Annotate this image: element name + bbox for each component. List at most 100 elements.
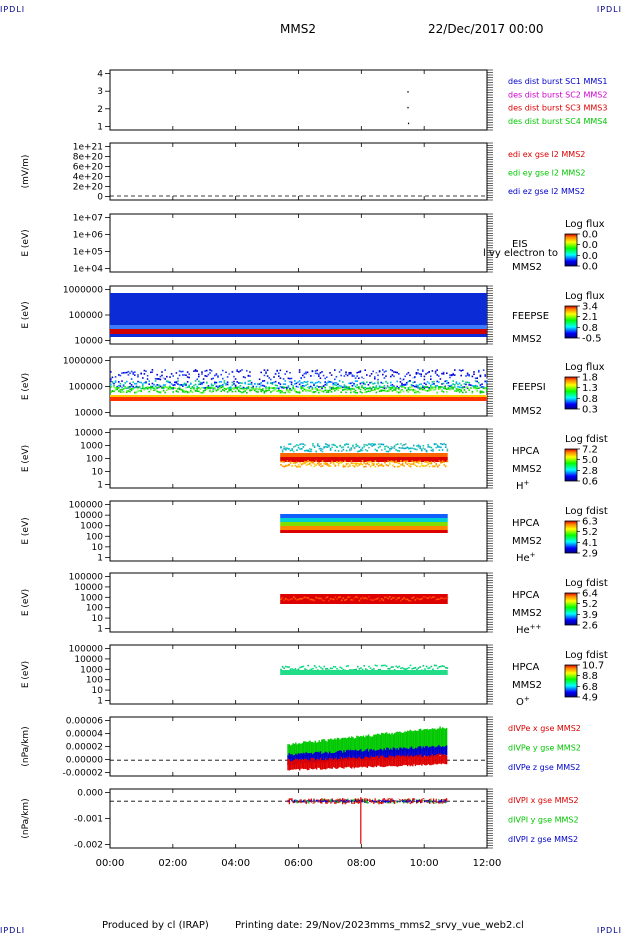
spectrogram-pixel <box>130 385 133 388</box>
spectrogram-pixel <box>263 380 266 382</box>
spectrogram-pixel <box>177 391 179 393</box>
spectrogram-pixel <box>114 389 117 391</box>
spectrogram-pixel <box>292 596 295 598</box>
spectrogram-pixel <box>127 386 130 388</box>
spectrogram-pixel <box>377 382 379 385</box>
spectrogram-pixel <box>366 444 369 447</box>
spectrogram-pixel <box>355 464 357 466</box>
spectrogram-pixel <box>332 382 334 385</box>
spectrogram-pixel <box>281 450 284 453</box>
spectrogram-pixel <box>311 391 314 394</box>
spectrogram-pixel <box>132 373 134 375</box>
spectrogram-pixel <box>473 373 475 376</box>
spectrogram-pixel <box>380 449 383 451</box>
spectrogram-pixel <box>385 390 387 393</box>
spectrogram-pixel <box>164 391 166 394</box>
spectrogram-pixel <box>443 665 445 668</box>
spectrogram-pixel <box>368 443 370 445</box>
spectrogram-pixel <box>346 377 349 380</box>
spectrogram-pixel <box>164 384 166 386</box>
spectrogram-pixel <box>356 665 359 668</box>
spectrogram-pixel <box>390 448 393 450</box>
spectrogram-pixel <box>441 461 444 463</box>
panel-minor-ticks-hpca_o <box>487 644 493 705</box>
spectrogram-pixel <box>262 389 264 392</box>
spectrogram-pixel <box>454 390 456 392</box>
spectrogram-pixel <box>345 449 348 452</box>
spectrogram-pixel <box>385 375 387 377</box>
spectrogram-pixel <box>348 373 350 375</box>
spectrogram-pixel <box>343 378 346 380</box>
spectrogram-pixel <box>129 390 131 393</box>
spectrogram-pixel <box>345 371 347 374</box>
spectrogram-pixel <box>433 389 435 391</box>
spectrogram-pixel <box>294 388 296 390</box>
spectrogram-pixel <box>299 461 301 464</box>
spectrogram-pixel <box>432 668 434 671</box>
spectrogram-pixel <box>351 387 354 390</box>
spectrogram-pixel <box>300 463 303 466</box>
spectrogram-pixel <box>481 391 483 394</box>
spectrogram-pixel <box>127 370 130 373</box>
spectrogram-pixel <box>122 371 125 374</box>
y-axis-label-divpi: (nPa/km) <box>21 798 31 838</box>
spectrogram-pixel <box>368 463 370 466</box>
spectrogram-pixel <box>316 381 318 384</box>
colorbar-tick-label-feepse: -0.5 <box>582 334 602 345</box>
ion-species-label-hpca_o: O+ <box>516 695 530 708</box>
spectrogram-pixel <box>145 381 147 383</box>
feepse-band-low <box>110 329 487 334</box>
spectrogram-pixel <box>458 391 461 393</box>
spectrogram-pixel <box>394 389 397 391</box>
spectrogram-pixel <box>358 377 360 380</box>
y-tick-label-hpca_hepp: 10 <box>92 614 104 624</box>
spectrogram-pixel <box>331 446 333 449</box>
spectrogram-pixel <box>404 462 407 464</box>
panel-minor-ticks-eis <box>487 213 493 273</box>
spectrogram-pixel <box>113 374 115 377</box>
spectrogram-pixel <box>304 668 306 670</box>
spectrogram-pixel <box>428 667 431 669</box>
spectrogram-pixel <box>358 371 360 373</box>
spectrogram-pixel <box>142 385 144 387</box>
spectrogram-pixel <box>354 389 357 392</box>
spectrogram-pixel <box>457 383 459 386</box>
spectrogram-pixel <box>435 664 437 667</box>
spectrogram-pixel <box>337 387 339 389</box>
spectrogram-pixel <box>408 599 410 602</box>
spectrogram-pixel <box>239 375 242 378</box>
spectrogram-pixel <box>334 369 336 371</box>
spectrogram-pixel <box>194 369 197 371</box>
spectrogram-pixel <box>222 384 224 387</box>
spectrogram-pixel <box>252 375 254 378</box>
spectrogram-pixel <box>482 369 485 371</box>
hpca_h-band-2 <box>280 457 448 462</box>
spectrogram-pixel <box>294 380 296 382</box>
spectrogram-pixel <box>294 383 296 385</box>
spectrogram-pixel <box>353 465 356 468</box>
colorbar-tick-label-hpca_h: 2.8 <box>582 466 598 477</box>
spectrogram-pixel <box>450 386 453 388</box>
colorbar-tick-label-hpca_he: 5.2 <box>582 527 598 538</box>
spectrogram-pixel <box>401 464 404 466</box>
spectrogram-pixel <box>252 387 254 390</box>
spectrogram-pixel <box>329 386 331 389</box>
spectrogram-pixel <box>441 375 443 378</box>
spectrogram-pixel <box>360 597 362 600</box>
spectrogram-pixel <box>158 386 160 389</box>
spectrogram-pixel <box>291 465 293 467</box>
spectrogram-pixel <box>303 380 306 383</box>
spectrogram-pixel <box>308 389 310 392</box>
spectrogram-pixel <box>226 387 229 389</box>
spectrogram-pixel <box>308 450 311 453</box>
spectrogram-pixel <box>257 389 259 391</box>
spectrogram-pixel <box>287 391 290 393</box>
spectrogram-pixel <box>315 460 317 463</box>
colorbar-feepsi <box>564 376 578 410</box>
spectrogram-pixel <box>254 388 256 390</box>
spectrogram-pixel <box>396 377 398 380</box>
spectrogram-pixel <box>484 380 486 383</box>
spectrogram-pixel <box>321 599 324 601</box>
y-tick-label-hpca_hepp: 1000 <box>80 593 103 603</box>
spectrogram-pixel <box>148 378 150 380</box>
